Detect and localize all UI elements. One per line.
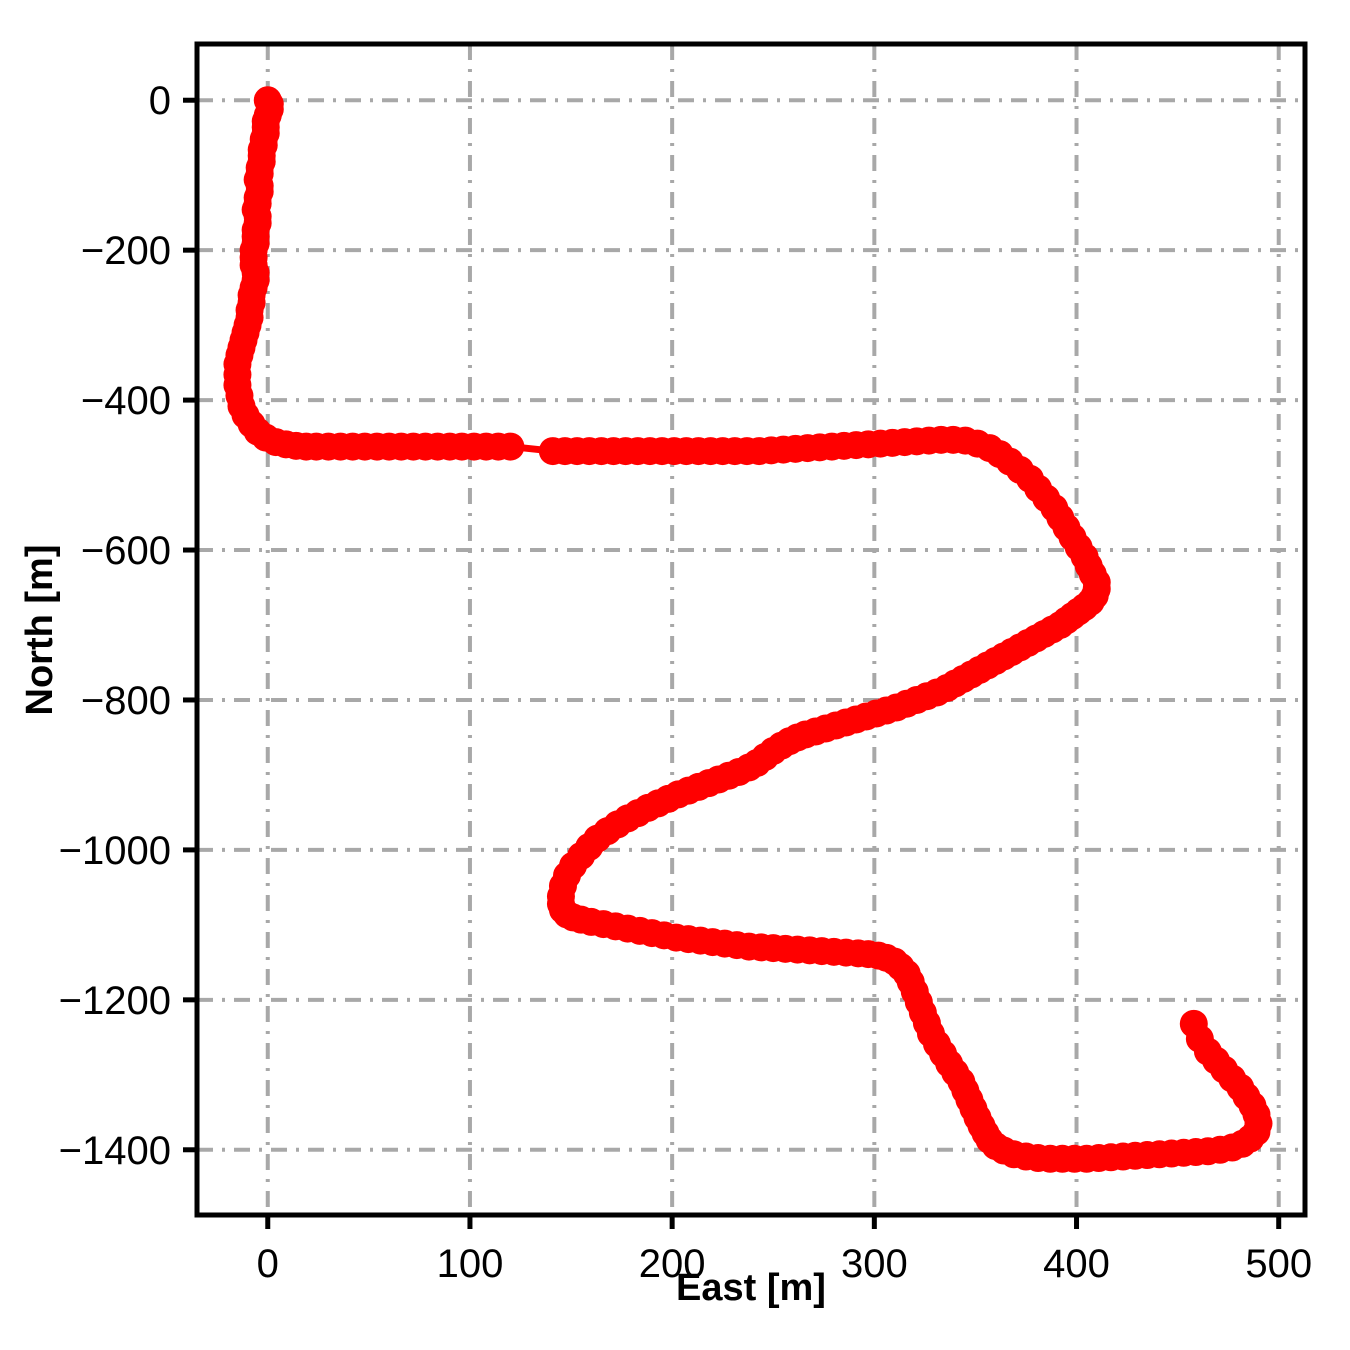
axes-spines — [194, 41, 1308, 1218]
y-tick-label: −200 — [81, 229, 171, 273]
x-tick-label: 400 — [1043, 1242, 1110, 1286]
y-tick-label: −1000 — [59, 829, 171, 873]
data-point-marker — [1179, 1009, 1208, 1038]
y-tick-label: −600 — [81, 529, 171, 573]
y-tick-label: −1200 — [59, 979, 171, 1023]
y-tick-label: −400 — [81, 379, 171, 423]
y-tick-labels: 0 −200 −400 −600 −800 −1000 −1200 −1400 — [59, 79, 171, 1173]
tick-marks — [183, 97, 1282, 1229]
y-tick-label: −1400 — [59, 1129, 171, 1173]
x-tick-label: 100 — [437, 1242, 504, 1286]
x-tick-label: 500 — [1245, 1242, 1312, 1286]
axes-frame — [194, 41, 1308, 1218]
data-point-marker — [496, 432, 525, 461]
y-axis-title: North [m] — [19, 545, 61, 716]
trajectory-series — [223, 86, 1273, 1173]
x-axis-title: East [m] — [676, 1267, 826, 1309]
y-tick-label: 0 — [149, 79, 171, 123]
y-tick-label: −800 — [81, 679, 171, 723]
axes-background — [197, 44, 1305, 1215]
x-tick-label: 300 — [841, 1242, 908, 1286]
x-tick-labels: 0 100 200 300 400 500 — [257, 1242, 1312, 1286]
x-tick-label: 200 — [639, 1242, 706, 1286]
x-tick-label: 0 — [257, 1242, 279, 1286]
